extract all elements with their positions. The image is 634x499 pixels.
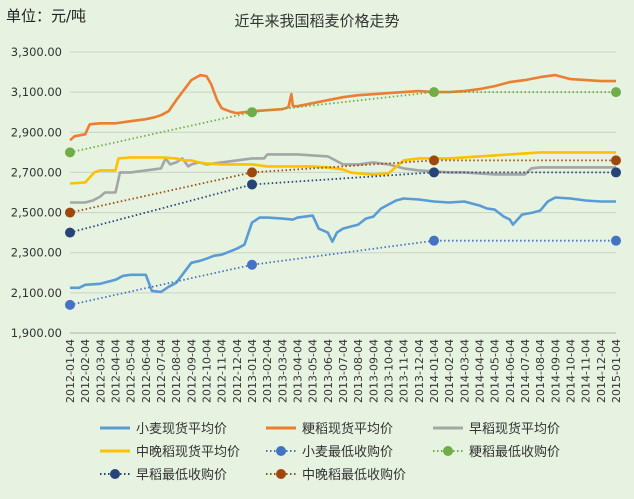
series-marker bbox=[429, 235, 439, 246]
legend-label: 早稻现货平均价 bbox=[469, 421, 560, 437]
x-tick-label: 2012-09-04 bbox=[185, 339, 198, 403]
x-tick-label: 2015-01-04 bbox=[610, 339, 623, 403]
series-marker bbox=[247, 179, 257, 190]
x-tick-label: 2013-04-04 bbox=[292, 339, 305, 403]
series-line bbox=[70, 196, 616, 294]
series-marker bbox=[247, 167, 257, 178]
x-tick-label: 2014-02-04 bbox=[443, 339, 456, 403]
series-marker bbox=[65, 147, 75, 158]
x-tick-label: 2013-01-04 bbox=[246, 339, 259, 403]
x-tick-label: 2012-10-04 bbox=[201, 339, 214, 403]
x-tick-label: 2013-06-04 bbox=[322, 339, 335, 403]
legend-label: 粳稻最低收购价 bbox=[469, 444, 560, 460]
series-marker bbox=[611, 155, 621, 166]
series-dotted-line bbox=[69, 239, 616, 306]
series-line bbox=[69, 73, 616, 142]
series-marker bbox=[65, 227, 75, 238]
x-tick-label: 2013-11-04 bbox=[398, 339, 411, 403]
x-tick-label: 2014-12-04 bbox=[595, 339, 608, 403]
y-tick-label: 2,900.00 bbox=[11, 125, 62, 139]
x-tick-label: 2012-04-04 bbox=[110, 339, 123, 403]
x-tick-label: 2014-01-04 bbox=[428, 339, 441, 403]
x-tick-label: 2014-03-04 bbox=[458, 339, 471, 403]
series-line bbox=[70, 153, 616, 204]
series-dotted-line bbox=[69, 159, 616, 214]
y-tick-label: 1,900.00 bbox=[11, 326, 62, 340]
y-tick-label: 2,700.00 bbox=[11, 165, 62, 179]
series-marker bbox=[429, 155, 439, 166]
legend-label: 中晚稻最低收购价 bbox=[302, 467, 406, 483]
x-tick-label: 2012-06-04 bbox=[140, 339, 153, 403]
x-tick-label: 2013-10-04 bbox=[383, 339, 396, 403]
series-marker bbox=[611, 167, 621, 178]
x-tick-label: 2014-10-04 bbox=[565, 339, 578, 403]
series-lines bbox=[65, 73, 621, 310]
y-axis-ticks: 1,900.00 2,100.00 2,300.00 2,500.00 2,700.00… bbox=[11, 45, 62, 340]
y-tick-label: 2,300.00 bbox=[11, 246, 62, 260]
y-tick-label: 2,500.00 bbox=[11, 206, 62, 220]
x-tick-label: 2013-08-04 bbox=[352, 339, 365, 403]
series-marker bbox=[247, 107, 257, 118]
x-tick-label: 2012-05-04 bbox=[125, 339, 138, 403]
series-dotted-line bbox=[69, 91, 616, 154]
x-tick-label: 2014-09-04 bbox=[549, 339, 562, 403]
x-axis-ticks: 2012-01-04 2012-02-04 2012-03-04 2012-04-04… bbox=[64, 339, 623, 403]
x-tick-label: 2014-07-04 bbox=[519, 339, 532, 403]
legend-marker bbox=[276, 446, 286, 456]
series-marker bbox=[65, 299, 75, 310]
legend-marker bbox=[276, 469, 286, 479]
series-dotted-line bbox=[69, 171, 616, 234]
legend-label: 粳稻现货平均价 bbox=[302, 421, 393, 437]
x-tick-label: 2012-03-04 bbox=[94, 339, 107, 403]
legend-label: 小麦最低收购价 bbox=[302, 444, 393, 460]
x-tick-label: 2013-09-04 bbox=[367, 339, 380, 403]
x-tick-label: 2013-12-04 bbox=[413, 339, 426, 403]
unit-label: 单位：元/吨 bbox=[6, 7, 86, 25]
series-marker bbox=[247, 259, 257, 270]
legend-marker bbox=[110, 469, 120, 479]
x-tick-label: 2012-01-04 bbox=[64, 339, 77, 403]
x-tick-label: 2013-05-04 bbox=[307, 339, 320, 403]
x-tick-label: 2013-07-04 bbox=[337, 339, 350, 403]
series-line bbox=[69, 151, 616, 185]
x-tick-label: 2012-07-04 bbox=[155, 339, 168, 403]
x-tick-label: 2012-12-04 bbox=[231, 339, 244, 403]
x-tick-label: 2012-11-04 bbox=[216, 339, 229, 403]
x-tick-label: 2014-04-04 bbox=[474, 339, 487, 403]
series-marker bbox=[65, 207, 75, 218]
series-marker bbox=[429, 87, 439, 98]
legend-label: 早稻最低收购价 bbox=[136, 467, 227, 483]
x-tick-label: 2014-05-04 bbox=[489, 339, 502, 403]
series-marker bbox=[429, 167, 439, 178]
chart-title: 近年来我国稻麦价格走势 bbox=[234, 12, 399, 30]
legend-marker bbox=[443, 446, 453, 456]
legend-label: 小麦现货平均价 bbox=[136, 421, 227, 437]
y-tick-label: 2,100.00 bbox=[11, 286, 62, 300]
x-tick-label: 2012-08-04 bbox=[170, 339, 183, 403]
x-tick-label: 2012-02-04 bbox=[79, 339, 92, 403]
legend-label: 中晚稻现货平均价 bbox=[136, 444, 240, 460]
x-tick-label: 2014-11-04 bbox=[580, 339, 593, 403]
series-marker bbox=[611, 235, 621, 246]
x-tick-label: 2014-06-04 bbox=[504, 339, 517, 403]
y-tick-label: 3,300.00 bbox=[11, 45, 62, 59]
x-tick-label: 2013-03-04 bbox=[276, 339, 289, 403]
series-marker bbox=[611, 87, 621, 98]
y-tick-label: 3,100.00 bbox=[11, 85, 62, 99]
x-tick-label: 2014-08-04 bbox=[534, 339, 547, 403]
x-tick-label: 2013-02-04 bbox=[261, 339, 274, 403]
